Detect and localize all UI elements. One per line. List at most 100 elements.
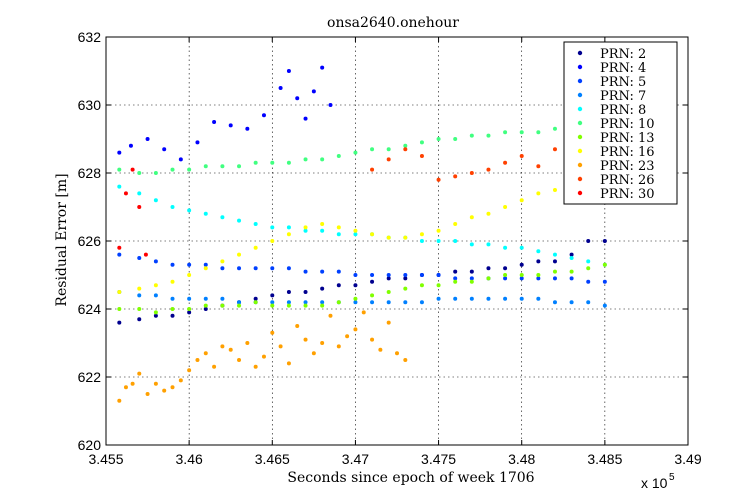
data-point [220, 266, 225, 271]
data-point [303, 290, 308, 294]
legend-marker [577, 190, 583, 196]
data-point [170, 307, 175, 311]
data-point [270, 293, 275, 298]
data-point [145, 392, 150, 396]
data-point [278, 344, 283, 349]
x-multiplier-base: x 10 [641, 475, 668, 491]
data-point [320, 303, 325, 308]
series-4 [117, 65, 333, 162]
data-point [586, 279, 591, 284]
data-point [245, 126, 250, 131]
data-point [170, 296, 175, 301]
data-point [353, 296, 358, 301]
data-point [469, 269, 474, 274]
data-point [453, 296, 458, 301]
data-point [552, 300, 557, 305]
data-point [453, 269, 458, 274]
data-point [602, 262, 607, 267]
data-point [370, 279, 375, 284]
data-point [303, 228, 308, 233]
legend-marker [577, 64, 583, 70]
data-point [436, 228, 441, 233]
data-point [137, 205, 142, 209]
data-point [117, 184, 122, 189]
data-point [328, 103, 333, 107]
data-point [503, 266, 508, 271]
data-point [552, 259, 557, 264]
data-point [386, 235, 391, 240]
data-point [320, 300, 325, 305]
data-point [536, 259, 541, 264]
data-point [586, 259, 591, 264]
data-point [403, 358, 408, 362]
legend-label: PRN: 5 [600, 75, 646, 90]
data-point [130, 381, 135, 386]
data-point [228, 123, 233, 128]
data-point [237, 266, 242, 271]
data-point [586, 266, 591, 271]
data-point [320, 269, 325, 274]
data-point [170, 205, 175, 209]
data-point [552, 276, 557, 281]
data-point [353, 150, 358, 155]
data-point [353, 228, 358, 233]
data-point [261, 354, 266, 359]
data-point [137, 171, 142, 175]
data-point [203, 211, 208, 216]
series-23 [117, 310, 408, 403]
data-point [143, 252, 148, 257]
data-point [370, 300, 375, 305]
data-point [253, 222, 258, 226]
data-point [552, 147, 557, 152]
data-point [419, 300, 424, 305]
data-point [436, 137, 441, 141]
data-point [486, 211, 491, 216]
x-tick-label: 3.48 [508, 451, 535, 467]
data-point [286, 300, 291, 305]
data-point [336, 225, 341, 230]
data-point [128, 143, 133, 148]
x-tick-label: 3.47 [342, 451, 369, 467]
data-point [469, 133, 474, 138]
data-point [569, 256, 574, 260]
data-point [117, 398, 122, 403]
data-point [403, 143, 408, 148]
data-point [320, 228, 325, 233]
data-point [403, 235, 408, 240]
data-point [153, 381, 158, 386]
legend-label: PRN: 23 [600, 159, 655, 174]
data-point [117, 167, 122, 172]
data-point [286, 290, 291, 294]
data-point [311, 351, 316, 356]
data-point [419, 232, 424, 237]
data-point [187, 167, 192, 172]
data-point [137, 317, 142, 322]
data-point [386, 300, 391, 305]
data-point [286, 266, 291, 271]
data-point [117, 150, 122, 155]
x-tick-label: 3.455 [88, 451, 123, 467]
data-point [453, 137, 458, 141]
y-tick-label: 632 [78, 29, 102, 45]
data-point [295, 96, 300, 101]
data-point [419, 283, 424, 288]
series-13 [117, 262, 607, 315]
x-tick-label: 3.49 [674, 451, 701, 467]
data-point [303, 225, 308, 230]
data-point [453, 239, 458, 243]
data-point [486, 242, 491, 247]
data-point [370, 232, 375, 237]
data-point [469, 276, 474, 281]
data-point [237, 300, 242, 305]
data-point [278, 86, 283, 90]
data-point [123, 385, 128, 390]
data-point [519, 130, 524, 135]
data-point [453, 276, 458, 281]
series-26 [370, 137, 591, 182]
data-point [237, 218, 242, 223]
x-tick-label: 3.46 [176, 451, 203, 467]
legend-label: PRN: 7 [600, 89, 646, 104]
data-point [187, 262, 192, 267]
data-point [203, 164, 208, 169]
data-point [220, 215, 225, 220]
